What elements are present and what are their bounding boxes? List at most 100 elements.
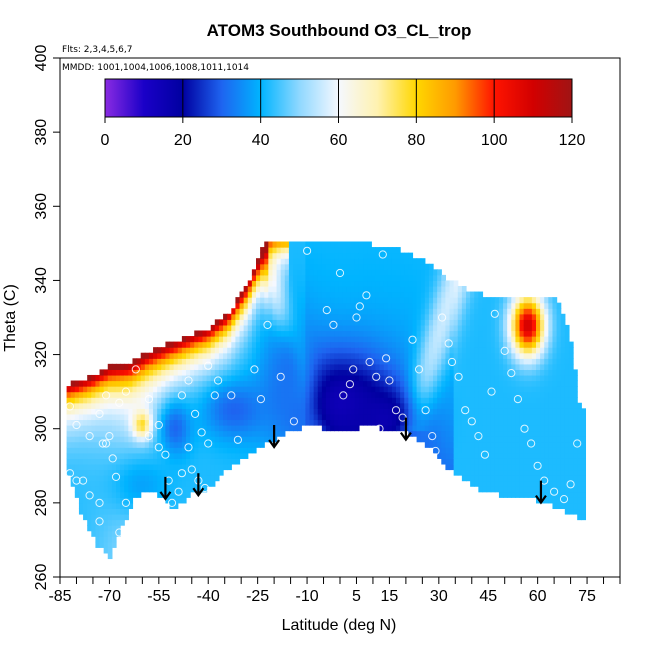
field-cell [519, 324, 525, 332]
field-cell [120, 491, 125, 498]
field-cell [453, 285, 459, 293]
field-cell [412, 308, 418, 315]
field-cell [206, 363, 212, 370]
field-cell [552, 319, 558, 326]
field-cell [548, 386, 554, 393]
field-cell [536, 480, 541, 487]
field-cell [548, 475, 554, 482]
field-cell [74, 469, 80, 476]
field-cell [218, 369, 224, 376]
field-cell [540, 324, 545, 332]
field-cell [457, 430, 463, 437]
field-cell [486, 308, 492, 315]
field-cell [116, 519, 121, 526]
field-cell [313, 274, 319, 282]
field-cell [214, 458, 220, 465]
field-cell [78, 402, 84, 409]
field-cell [107, 413, 113, 421]
field-cell [391, 330, 397, 337]
field-cell [326, 280, 331, 287]
field-cell [573, 452, 578, 459]
field-cell [573, 458, 578, 465]
tropopause-arrows [159, 417, 547, 505]
field-cell [268, 380, 274, 387]
field-cell [375, 413, 381, 421]
field-cell [416, 436, 422, 443]
field-cell [198, 397, 204, 404]
field-cell [305, 397, 311, 404]
field-cell [103, 541, 109, 548]
field-cell [313, 341, 319, 348]
field-cell [519, 441, 525, 448]
field-cell [165, 397, 171, 404]
field-cell [288, 269, 294, 276]
field-cell [424, 369, 430, 376]
field-cell [268, 402, 274, 409]
field-cell [420, 336, 426, 343]
field-cell [181, 397, 187, 404]
field-cell [519, 402, 525, 409]
field-cell [404, 402, 409, 409]
field-cell [428, 291, 434, 298]
field-cell [239, 419, 245, 426]
field-cell [445, 308, 451, 315]
field-cell [556, 302, 562, 309]
field-cell [326, 352, 331, 359]
observation-point [500, 346, 509, 355]
field-cell [157, 469, 162, 476]
field-cell [544, 330, 549, 337]
field-cell [301, 397, 307, 404]
field-cell [78, 391, 84, 398]
field-cell [338, 330, 344, 337]
field-cell [326, 297, 331, 304]
field-cell [564, 363, 570, 370]
field-cell [132, 491, 138, 498]
field-cell [396, 341, 401, 348]
field-cell [173, 374, 179, 382]
field-cell [247, 369, 253, 376]
field-cell [511, 491, 517, 498]
field-cell [556, 358, 562, 365]
field-cell [461, 313, 467, 320]
field-cell [391, 336, 397, 343]
field-cell [560, 374, 566, 382]
field-cell [387, 291, 393, 298]
field-cell [556, 352, 562, 359]
field-cell [556, 502, 562, 510]
field-cell [564, 491, 570, 498]
field-cell [194, 463, 199, 471]
observation-point [250, 365, 259, 374]
field-cell [99, 463, 105, 471]
field-cell [383, 352, 389, 359]
field-cell [445, 413, 451, 421]
field-cell [515, 319, 521, 326]
field-cell [354, 274, 360, 282]
field-cell [132, 391, 138, 398]
field-cell [453, 463, 459, 471]
field-cell [317, 280, 323, 287]
field-cell [404, 308, 409, 315]
field-cell [218, 419, 224, 426]
field-cell [404, 313, 409, 320]
field-cell [231, 330, 237, 337]
field-cell [181, 363, 187, 370]
field-cell [556, 441, 562, 448]
field-cell [354, 324, 360, 332]
field-cell [396, 374, 401, 382]
field-cell [490, 336, 496, 343]
field-cell [515, 352, 521, 359]
field-cell [235, 363, 241, 370]
field-cell [70, 397, 76, 404]
field-cell [251, 386, 257, 393]
field-cell [173, 341, 179, 348]
field-cell [235, 313, 241, 320]
field-cell [260, 285, 265, 293]
field-cell [231, 347, 237, 354]
field-cell [354, 369, 360, 376]
field-cell [268, 252, 274, 259]
field-cell [519, 302, 525, 309]
field-cell [116, 447, 121, 454]
field-cell [334, 308, 339, 315]
field-cell [284, 347, 290, 354]
field-cell [354, 374, 360, 382]
